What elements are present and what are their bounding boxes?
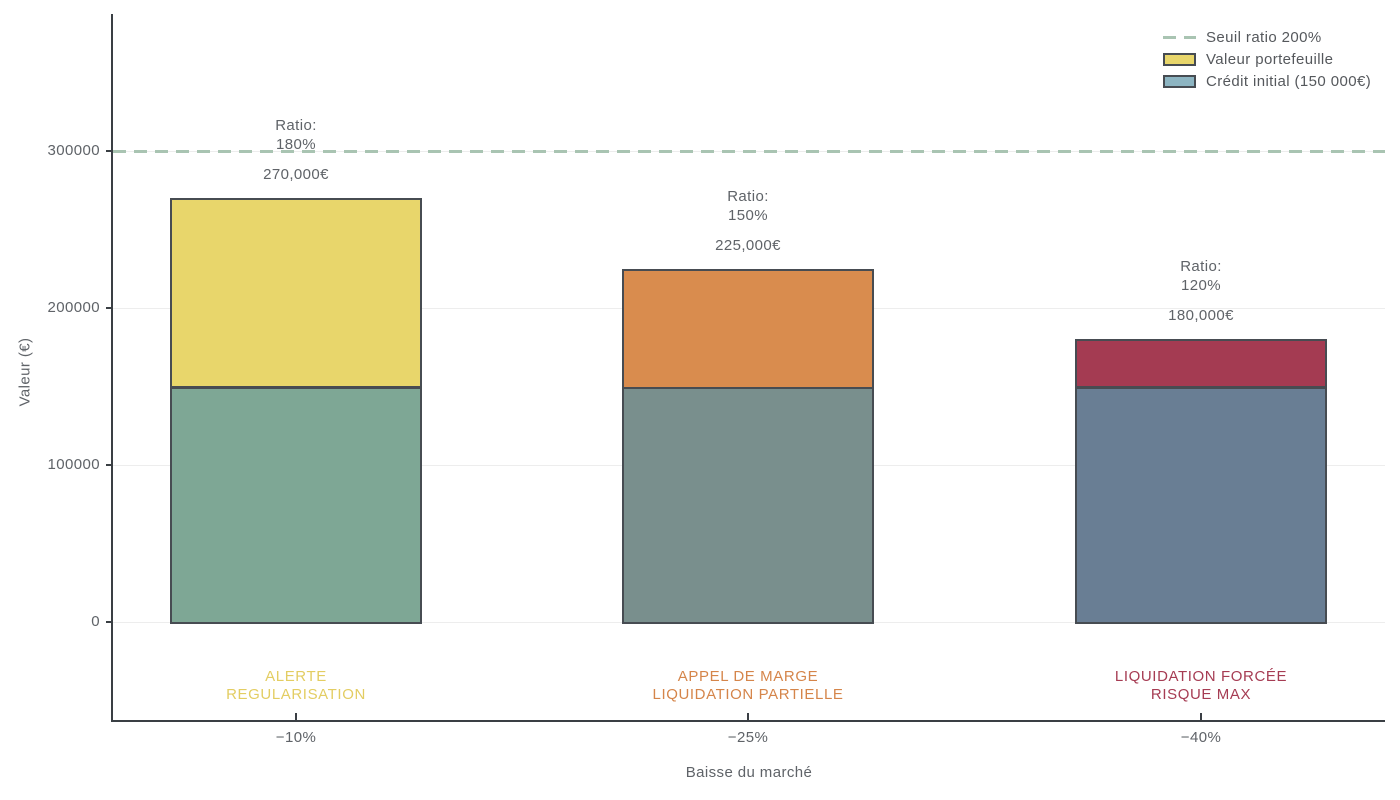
bar-segment-credit — [622, 386, 874, 624]
bar-segment-credit — [1075, 386, 1327, 624]
ratio-annotation-line: Ratio: — [1180, 258, 1222, 276]
legend-item-credit: Crédit initial (150 000€) — [1163, 71, 1371, 92]
ratio-annotation-line: 120% — [1181, 277, 1221, 295]
status-label-line: RISQUE MAX — [1150, 686, 1252, 703]
ratio-annotation: Ratio: 150% — [727, 187, 769, 225]
status-label-line: ALERTE — [265, 668, 327, 685]
legend-item-threshold: Seuil ratio 200% — [1163, 27, 1371, 48]
value-annotation: 180,000€ — [1168, 307, 1234, 325]
y-axis-label: Valeur (€) — [16, 337, 34, 407]
status-label: ALERTE REGULARISATION — [226, 668, 366, 704]
value-annotation: 270,000€ — [263, 166, 329, 184]
legend-label: Crédit initial (150 000€) — [1206, 73, 1372, 90]
legend-label: Seuil ratio 200% — [1206, 29, 1322, 46]
y-axis-spine — [111, 14, 113, 722]
y-tick — [106, 150, 112, 152]
bar-segment-portfolio — [622, 268, 874, 389]
y-tick — [106, 307, 112, 309]
value-annotation: 225,000€ — [715, 236, 781, 254]
status-label-line: APPEL DE MARGE — [677, 668, 819, 685]
status-label-line: REGULARISATION — [226, 686, 366, 703]
legend: Seuil ratio 200% Valeur portefeuille Cré… — [1163, 27, 1371, 93]
ratio-annotation: Ratio: 180% — [275, 116, 317, 154]
ratio-annotation-line: Ratio: — [727, 187, 769, 205]
x-axis-spine — [111, 720, 1385, 722]
ratio-annotation-line: 180% — [276, 136, 316, 154]
ratio-annotation-line: 150% — [728, 206, 768, 224]
legend-item-portfolio: Valeur portefeuille — [1163, 49, 1371, 70]
ratio-annotation: Ratio: 120% — [1180, 257, 1222, 295]
x-tick-label: −40% — [1180, 729, 1222, 746]
x-tick-label: −10% — [275, 729, 317, 746]
y-tick — [106, 621, 112, 623]
y-tick-label: 200000 — [47, 299, 100, 316]
portfolio-swatch — [1163, 53, 1196, 66]
bar-segment-portfolio — [1075, 339, 1327, 389]
y-tick-label: 100000 — [47, 456, 100, 473]
status-label: LIQUIDATION FORCÉE RISQUE MAX — [1115, 668, 1287, 704]
x-tick-label: −25% — [727, 729, 769, 746]
y-tick-label: 0 — [91, 613, 100, 630]
x-tick — [747, 713, 749, 720]
ratio-annotation-line: Ratio: — [275, 117, 317, 135]
legend-label: Valeur portefeuille — [1206, 51, 1334, 68]
y-tick-label: 300000 — [47, 142, 100, 159]
bar-segment-portfolio — [170, 198, 422, 389]
threshold-line — [113, 149, 1385, 153]
status-label: APPEL DE MARGE LIQUIDATION PARTIELLE — [653, 668, 844, 704]
status-label-line: LIQUIDATION PARTIELLE — [652, 686, 844, 703]
y-tick — [106, 464, 112, 466]
dashed-line-swatch — [1163, 36, 1196, 39]
credit-swatch — [1163, 75, 1196, 88]
x-tick — [1200, 713, 1202, 720]
bar-segment-credit — [170, 386, 422, 624]
status-label-line: LIQUIDATION FORCÉE — [1114, 668, 1288, 685]
x-tick — [295, 713, 297, 720]
x-axis-label: Baisse du marché — [685, 764, 813, 781]
